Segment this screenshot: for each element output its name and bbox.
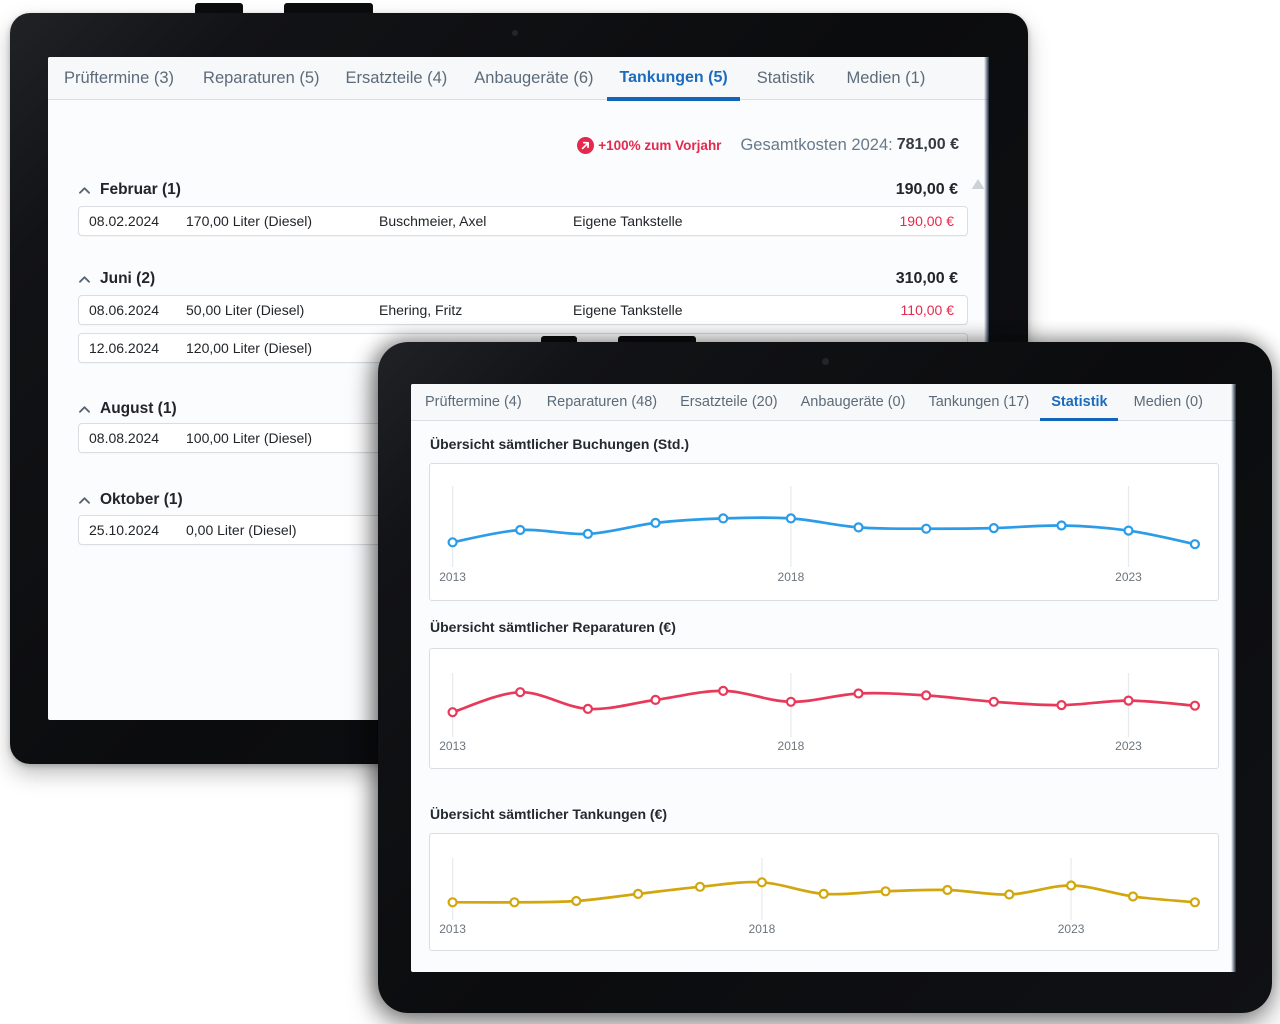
svg-text:2023: 2023 [1058,922,1085,936]
svg-text:2018: 2018 [749,922,776,936]
svg-text:2018: 2018 [778,570,805,584]
svg-text:2013: 2013 [439,739,466,753]
svg-text:2013: 2013 [439,570,466,584]
svg-text:2023: 2023 [1115,739,1142,753]
svg-text:2018: 2018 [778,739,805,753]
svg-text:2013: 2013 [439,922,466,936]
svg-text:2023: 2023 [1115,570,1142,584]
